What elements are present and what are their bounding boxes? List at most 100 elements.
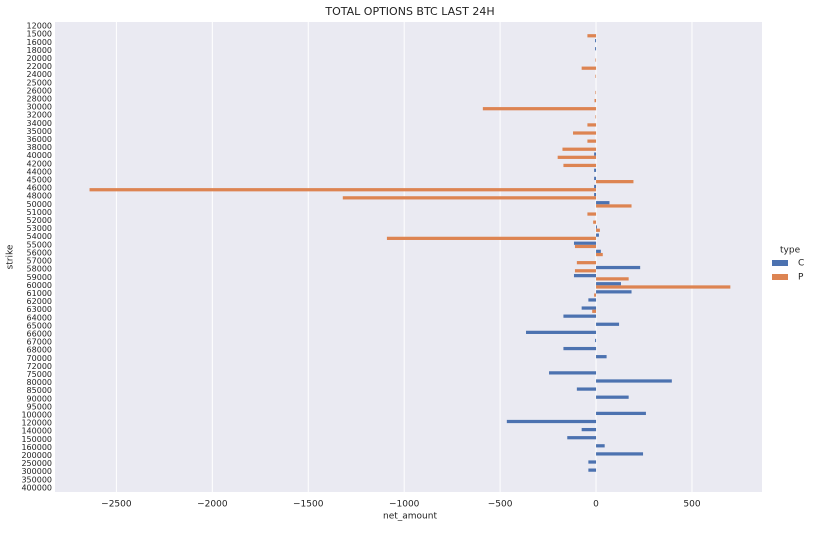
y-tick-label: 200000 [21,451,52,460]
y-tick-label: 52000 [27,216,52,225]
y-tick-label: 25000 [27,78,52,87]
y-tick-label: 12000 [27,22,52,31]
bar [595,338,597,343]
bar [596,265,641,270]
bar [596,411,646,416]
y-tick-label: 400000 [21,483,52,492]
y-tick-label: 120000 [21,419,52,428]
x-tick-label: −1500 [293,500,324,510]
x-axis-label: net_amount [383,512,437,522]
y-axis-label: strike [6,244,16,269]
y-tick-label: 48000 [27,192,52,201]
y-tick-label: 62000 [27,297,52,306]
y-tick-label: 26000 [27,86,52,95]
bar [596,201,610,205]
bar [563,346,597,351]
y-tick-label: 34000 [27,119,52,128]
bar [594,184,597,189]
bar [567,436,597,440]
bar [587,34,597,38]
y-tick-label: 40000 [27,151,52,160]
y-tick-label: 250000 [21,459,52,468]
y-tick-label: 30000 [27,103,52,112]
bar [594,293,597,297]
bar [587,212,597,216]
x-tick-label: 500 [683,500,700,510]
y-tick-label: 51000 [27,208,52,217]
plot-area [55,22,762,492]
y-tick-label: 32000 [27,111,52,120]
y-tick-label: 59000 [27,273,52,282]
y-tick-label: 160000 [21,443,52,452]
bar [386,236,597,240]
y-tick-label: 18000 [27,46,52,55]
bar [596,228,600,232]
bar [594,152,597,156]
bar [595,39,597,43]
bar [573,241,597,245]
bar [595,90,597,95]
y-tick-label: 44000 [27,167,52,176]
y-tick-label: 42000 [27,159,52,168]
y-tick-label: 54000 [27,232,52,241]
bar [592,309,597,313]
bar [596,452,644,456]
y-tick-label: 55000 [27,240,52,249]
bar [573,274,597,278]
bar [596,355,607,359]
y-tick-label: 140000 [21,427,52,436]
bar [588,468,597,472]
y-tick-label: 80000 [27,378,52,387]
legend-label: P [798,273,804,283]
bar [588,460,597,464]
bar [581,427,597,432]
y-tick-label: 63000 [27,305,52,314]
y-tick-label: 68000 [27,346,52,355]
bar [593,220,597,224]
bar [594,176,597,181]
y-tick-label: 300000 [21,467,52,476]
bar [596,204,632,208]
bar [596,322,620,326]
bar [596,379,672,383]
bar [576,387,597,391]
bar [595,115,597,119]
bar [563,163,597,168]
y-tick-label: 150000 [21,435,52,444]
bar [596,277,629,281]
y-tick-label: 35000 [27,127,52,136]
bar [576,261,597,265]
bar [574,269,597,273]
y-tick-label: 45000 [27,176,52,185]
y-tick-label: 58000 [27,265,52,274]
bar [596,282,621,286]
bar [595,58,597,62]
bar [594,98,597,103]
y-tick-label: 61000 [27,289,52,298]
bar [482,107,597,111]
bar [563,314,597,318]
bar [596,395,629,399]
legend-swatch [772,274,788,280]
y-tick-label: 15000 [27,30,52,39]
y-tick-label: 53000 [27,224,52,233]
y-tick-label: 60000 [27,281,52,290]
y-tick-label: 24000 [27,70,52,79]
x-tick-label: 0 [593,500,599,510]
bar [594,192,597,197]
bar [595,47,597,51]
bar [596,249,601,253]
bar [596,444,605,448]
bar [574,244,597,249]
bar [557,155,597,159]
y-tick-label: 36000 [27,135,52,144]
bar [89,188,597,192]
bar [587,139,597,143]
y-tick-label: 85000 [27,386,52,395]
bar [587,123,597,127]
bar [562,147,597,151]
y-tick-label: 16000 [27,38,52,47]
bar [596,180,634,184]
y-tick-label: 90000 [27,394,52,403]
